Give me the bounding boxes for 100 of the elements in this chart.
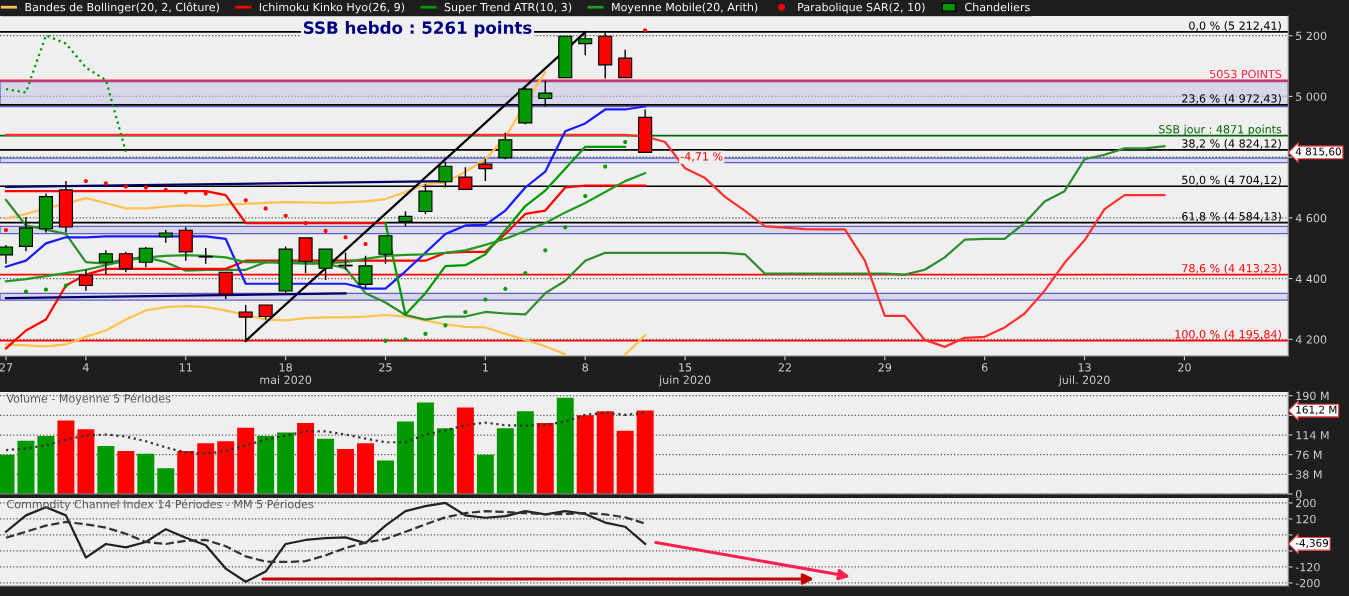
point [43,287,49,292]
bar [297,423,315,495]
point [563,225,568,230]
y-tick-label: 4 600 [1295,213,1327,223]
y-tick-label: 4 400 [1295,274,1327,283]
point [343,235,348,240]
candlestick [318,248,333,281]
line-series [4,145,1166,321]
legend-label: Ichimoku Kinko Hyo(26, 9) [259,2,405,14]
text: 161,2 M [1296,405,1337,415]
bar [476,454,494,495]
point [603,164,608,169]
point [103,181,108,186]
point [623,139,628,145]
x-tick-label: 1 [483,363,488,372]
x-tick-label: 29 [878,363,892,372]
point [143,185,148,190]
point [283,213,288,218]
y-tick-label: 4 200 [1295,335,1327,344]
bar [456,407,474,495]
bar [377,460,394,495]
y-tick-label: 200 [1296,498,1316,508]
candlestick [178,226,193,262]
bar [117,451,135,495]
line-series [4,34,127,153]
bar [416,402,434,495]
bar [277,432,295,495]
point [123,184,128,189]
candlestick [358,255,373,290]
bar [616,430,634,495]
chart-title: Commodity Channel Index 14 Périodes - MM 5 Périodes [7,499,314,511]
point [83,179,88,184]
bar [57,420,75,495]
point [583,193,588,199]
ref-line-label: 23,6 % (4 972,43) [1182,94,1281,104]
bar [257,436,275,495]
x-tick-label: 8 [582,363,588,372]
point [543,248,548,253]
bar [237,427,255,495]
annotation: -4,71 % [680,152,723,162]
bar [77,429,95,495]
line-series [4,172,647,283]
bar [536,423,554,495]
point [463,309,468,315]
legend-label: Parabolique SAR(2, 10) [798,2,925,14]
line-series [4,105,647,290]
legend-label: Bandes de Bollinger(20, 2, Clôture) [25,2,219,14]
line-series [4,133,1166,348]
point [643,28,648,33]
point [63,283,68,288]
x-tick-label: 6 [981,363,988,372]
bar [596,411,614,495]
annotation: SSB hebdo : 5261 points [303,21,532,38]
x-tick-label: 15 juin 2020 [658,363,711,387]
legend-label: Super Trend ATR(10, 3) [444,2,572,14]
bar [576,415,594,495]
text: -4,369 [1295,538,1329,548]
point [443,323,448,328]
y-tick-label: -120 [1295,562,1320,572]
candlestick [618,48,633,79]
bar [317,438,335,495]
bar [357,443,375,495]
point [243,198,248,203]
point [383,338,388,343]
y-tick-label: 120 [1296,514,1316,524]
y-tick-label: 5 200 [1296,31,1327,41]
line-series [4,501,647,583]
x-tick-label: 27 [0,363,13,372]
bar [97,445,115,495]
candlestick [478,157,493,182]
candlestick [118,251,133,273]
bar [217,441,235,495]
candlestick [138,246,153,269]
bar [137,453,155,495]
ref-line-label: SSB jour : 4871 points [1159,124,1282,136]
bar [37,436,55,495]
x-tick-label: 11 [179,363,192,372]
bar [177,451,195,495]
ref-line-label: 78,6 % (4 413,23) [1182,263,1281,274]
point [303,220,308,226]
y-tick-label: 0 [1295,490,1302,499]
bar [636,410,654,495]
ref-line-label: 50,0 % (4 704,12) [1182,175,1281,186]
bar [396,421,414,495]
legend-label: Moyenne Mobile(20, Arith) [612,2,758,14]
legend-label: Chandeliers [965,2,1030,12]
line-series [4,411,647,455]
x-tick-label: 4 [82,363,89,372]
bar [496,428,514,495]
point [423,331,428,336]
y-tick-label: 190 M [1296,391,1329,401]
candlestick [98,249,113,275]
bar [157,468,175,495]
point [523,271,528,276]
x-tick-label: 25 [379,363,392,372]
y-tick-label: 38 M [1296,470,1322,479]
ref-line-label: 5053 POINTS [1210,69,1282,79]
bar [436,428,454,495]
bar [197,443,215,495]
line-series [4,510,647,564]
